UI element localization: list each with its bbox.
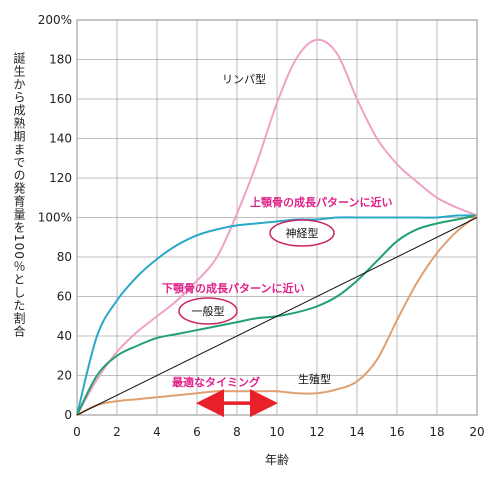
- annotation-optimal-timing: 最適なタイミング: [172, 375, 260, 389]
- annotation-maxilla: 上顎骨の成長パターンに近い: [250, 195, 392, 209]
- y-tick-label: 100%: [38, 211, 72, 225]
- general-label-ellipse: [178, 297, 238, 325]
- x-tick-label: 20: [469, 425, 484, 439]
- annotation-mandible: 下顎骨の成長パターンに近い: [162, 281, 304, 295]
- y-tick-label: 80: [57, 250, 72, 264]
- y-tick-label: 180: [49, 53, 72, 67]
- y-tick-label: 0: [64, 408, 72, 422]
- x-tick-label: 14: [349, 425, 364, 439]
- y-tick-label: 140: [49, 132, 72, 146]
- x-tick-label: 6: [193, 425, 201, 439]
- series-reference-line: [76, 217, 478, 416]
- x-tick-label: 12: [309, 425, 324, 439]
- y-axis-title: 誕生から成熟期までの発育量を100％とした割合: [12, 52, 26, 338]
- neural-label-ellipse: [269, 219, 335, 247]
- y-tick-label: 40: [57, 329, 72, 343]
- y-tick-label: 200%: [38, 13, 72, 27]
- x-axis-title: 年齢: [265, 452, 289, 467]
- label-lymphoid: リンパ型: [222, 72, 266, 86]
- y-tick-label: 20: [57, 369, 72, 383]
- y-tick-label: 60: [57, 290, 72, 304]
- x-tick-label: 8: [233, 425, 241, 439]
- label-neural: 神経型: [286, 226, 319, 240]
- x-tick-label: 10: [269, 425, 284, 439]
- x-tick-label: 18: [429, 425, 444, 439]
- x-tick-label: 2: [113, 425, 121, 439]
- series-lymphoid: [76, 38, 478, 416]
- y-tick-label: 120: [49, 171, 72, 185]
- x-tick-label: 0: [73, 425, 81, 439]
- series-layer: [76, 38, 478, 416]
- y-tick-label: 160: [49, 92, 72, 106]
- x-tick-labels: 0 2 4 6 8 10 12 14 16 18 20: [73, 425, 484, 439]
- x-tick-label: 4: [153, 425, 161, 439]
- x-tick-label: 16: [389, 425, 404, 439]
- series-neural: [76, 214, 478, 416]
- label-general: 一般型: [192, 304, 225, 318]
- y-tick-labels: 0 20 40 60 80 100% 120 140 160 180 200%: [38, 13, 72, 422]
- label-reproductive: 生殖型: [298, 372, 331, 386]
